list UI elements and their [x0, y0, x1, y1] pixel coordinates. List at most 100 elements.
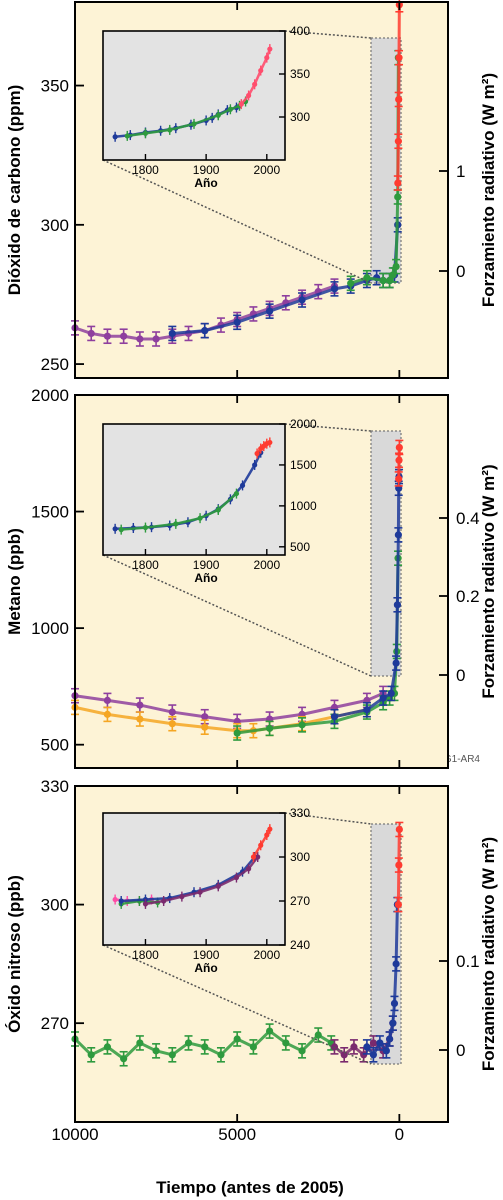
inset-data-point: [227, 106, 233, 112]
inset-data-point: [167, 127, 173, 133]
inset-x-axis-label: Año: [194, 571, 217, 585]
inset-frame: [102, 812, 286, 946]
data-point: [363, 274, 371, 282]
shared-x-axis-label: Tiempo (antes de 2005): [156, 1178, 344, 1197]
inset-x-tick-label: 1900: [193, 558, 220, 572]
inset-y-tick-label: 350: [290, 67, 310, 81]
data-point: [395, 475, 403, 483]
data-point: [395, 95, 403, 104]
data-point: [152, 335, 160, 343]
y2-tick-label: 1: [456, 162, 465, 181]
y-tick-label: 300: [41, 896, 69, 915]
y2-tick-label: 0: [456, 666, 465, 685]
data-point: [103, 696, 112, 704]
inset-y-tick-label: 300: [290, 110, 310, 124]
inset-data-point: [124, 133, 130, 139]
inset-data-point: [112, 526, 118, 532]
data-point: [347, 279, 355, 287]
inset-background: [103, 31, 285, 160]
data-point: [392, 960, 400, 968]
inset-y-tick-label: 500: [290, 540, 310, 554]
plot-frame: [74, 394, 449, 769]
inset-x-tick-label: 1900: [193, 163, 220, 177]
inset-series-5: [250, 824, 273, 862]
inset-data-point: [255, 854, 261, 860]
inset-data-point: [267, 439, 273, 446]
data-point: [395, 456, 403, 464]
data-point: [350, 1043, 358, 1051]
y2-axis-label: Forzamiento radiativo (W m²): [479, 837, 498, 1071]
data-point: [393, 601, 402, 609]
data-point: [184, 1039, 193, 1047]
data-point: [120, 332, 128, 340]
data-point: [330, 1043, 339, 1051]
inset-series-2: [118, 488, 240, 535]
data-point: [379, 694, 387, 702]
data-point: [363, 706, 371, 714]
data-point: [217, 1051, 225, 1059]
data-point: [298, 296, 306, 304]
inset-data-point: [264, 832, 270, 838]
inset-data-point: [142, 524, 149, 531]
y-axis-label: Metano (ppb): [5, 528, 24, 635]
x-tick-label: 10000: [51, 1125, 98, 1144]
inset-x-tick-label: 1800: [132, 948, 159, 962]
data-point: [395, 825, 403, 834]
inset-data-point: [112, 896, 118, 903]
inset-y-tick-label: 400: [290, 24, 310, 38]
inset-data-point: [215, 507, 221, 513]
y-tick-label: 1000: [31, 619, 69, 638]
data-point: [382, 1047, 390, 1055]
inset-y-tick-label: 330: [290, 806, 310, 820]
inset-x-tick-label: 2000: [253, 163, 280, 177]
inset-background: [103, 813, 285, 945]
data-point: [369, 1051, 377, 1059]
inset-series-3: [238, 44, 273, 110]
data-point: [266, 724, 274, 732]
data-point: [314, 1031, 322, 1039]
plot-frame: [74, 785, 449, 1123]
inset-data-point: [267, 826, 273, 832]
inset-data-point: [112, 134, 118, 140]
inset-y-tick-label: 300: [290, 850, 310, 864]
inset-chart: 1800 1900 2000 240 270 300 330 Año: [102, 806, 310, 975]
inset-data-point: [142, 130, 149, 136]
inset-data-point: [173, 521, 179, 527]
data-point: [340, 1051, 348, 1059]
y2-tick-label: 0.4: [456, 509, 480, 528]
y2-tick-label: 0.1: [456, 952, 480, 971]
plot-frame: [74, 1, 449, 379]
data-point: [201, 327, 209, 335]
data-point: [395, 443, 403, 452]
data-point: [395, 54, 403, 62]
inset-y-tick-label: 1500: [290, 458, 317, 472]
data-point: [249, 1043, 257, 1051]
inset-chart: 1800 1900 2000 300 350 400 Año: [102, 24, 310, 190]
inset-data-point: [215, 883, 221, 889]
series-4: [394, 821, 404, 913]
inset-series-4: [142, 852, 261, 909]
data-point: [387, 689, 395, 698]
inset-data-point: [142, 901, 149, 907]
data-point: [136, 335, 144, 343]
inset-x-axis-label: Año: [194, 961, 217, 975]
inset-data-point: [246, 866, 252, 872]
inset-y-tick-label: 270: [290, 894, 310, 908]
data-point: [103, 332, 112, 340]
inset-data-point: [250, 854, 257, 860]
y2-tick-label: 0: [456, 262, 465, 281]
y2-axis-label: Forzamiento radiativo (W m²): [479, 464, 498, 698]
inset-series-line: [252, 828, 271, 858]
data-point: [394, 900, 402, 909]
data-point: [103, 1043, 112, 1051]
data-point: [390, 999, 399, 1008]
inset-frame: [102, 30, 286, 161]
inset-chart: 1800 1900 2000 500 1000 1500 2000 Año: [102, 417, 317, 585]
data-point: [103, 710, 112, 718]
inset-y-tick-label: 2000: [290, 417, 317, 431]
inset-data-point: [233, 874, 240, 881]
data-point: [136, 1039, 144, 1047]
data-point: [394, 179, 402, 187]
data-point: [201, 1043, 209, 1051]
